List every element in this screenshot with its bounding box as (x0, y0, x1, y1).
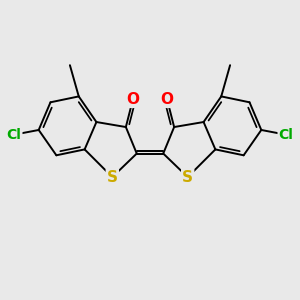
Text: O: O (160, 92, 174, 107)
Text: Cl: Cl (279, 128, 293, 142)
Text: S: S (182, 169, 193, 184)
Text: O: O (126, 92, 140, 107)
Text: Cl: Cl (7, 128, 21, 142)
Text: S: S (107, 169, 118, 184)
